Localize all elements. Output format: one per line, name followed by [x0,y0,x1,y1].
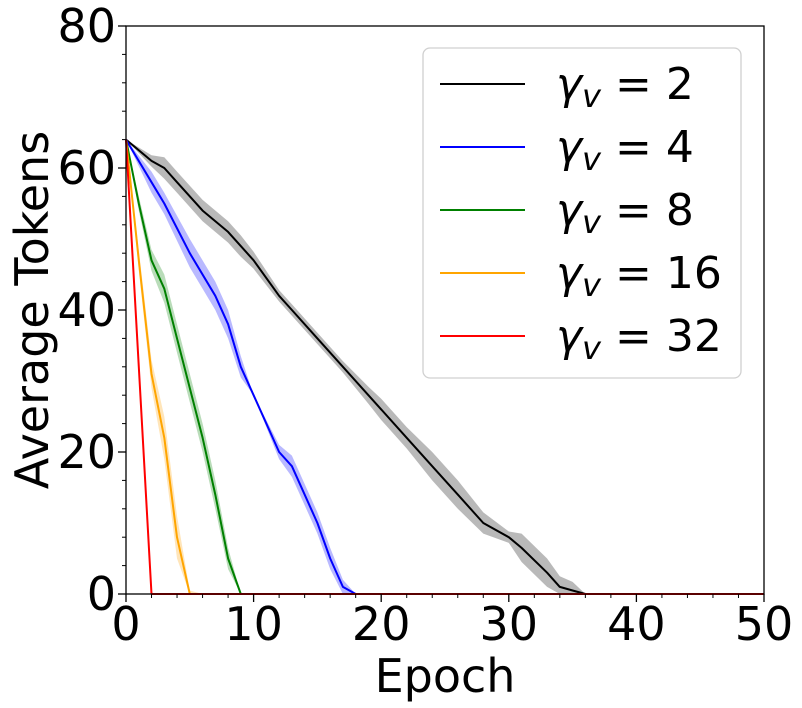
legend-label-5: γv = 32 [556,311,722,367]
line-series-1 [125,138,764,595]
y-tick-label: 0 [87,567,116,621]
x-tick-label: 0 [111,597,140,651]
y-axis-title: Average Tokens [5,131,59,489]
legend-label-3: γv = 8 [556,185,694,241]
y-tick-label: 80 [57,0,116,53]
legend-label-4: γv = 16 [556,248,722,304]
x-axis-title: Epoch [375,649,516,703]
x-tick-label: 50 [735,597,794,651]
y-tick-label: 40 [57,283,116,337]
legend: γv = 2 γv = 4 γv = 8 γv = 16 γv = 32 [422,47,742,379]
y-tick-label: 20 [57,425,116,479]
y-tick-label: 60 [57,141,116,195]
x-tick-label: 10 [224,597,283,651]
axis-ticks: 0 10 20 30 40 50 0 20 40 60 80 [57,0,793,651]
legend-label-1: γv = 2 [556,59,694,115]
legend-frame [422,47,742,379]
line-series-2 [125,139,764,595]
x-tick-label: 40 [607,597,666,651]
legend-label-2: γv = 4 [556,122,694,178]
x-tick-label: 30 [480,597,539,651]
x-tick-label: 20 [352,597,411,651]
